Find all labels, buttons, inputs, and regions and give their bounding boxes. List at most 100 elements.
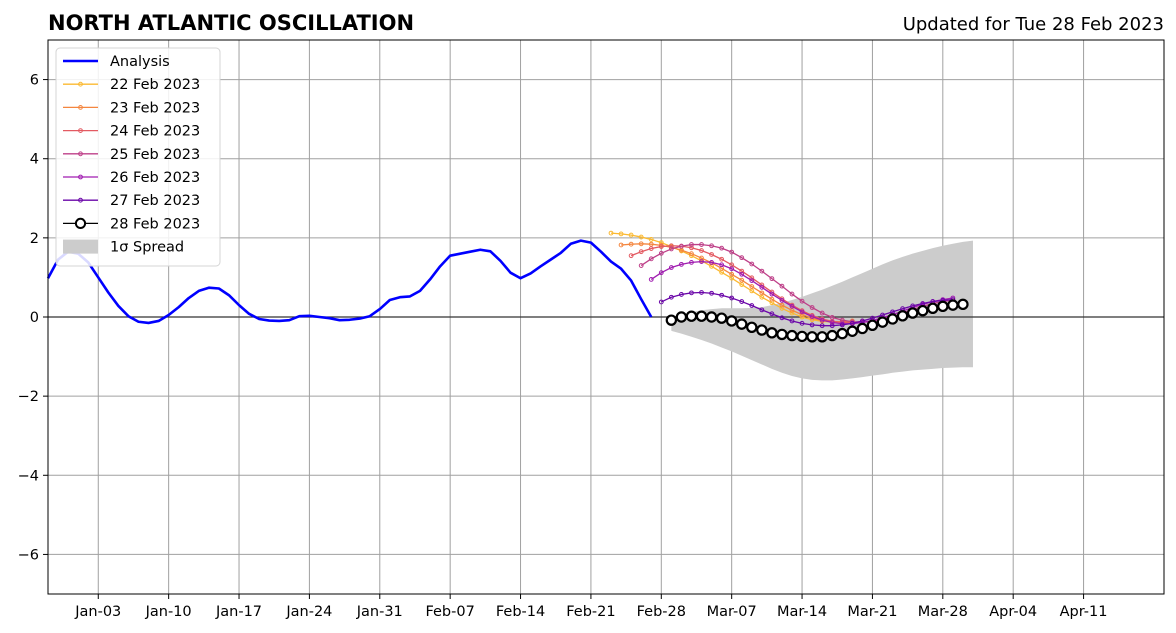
forecast-point	[608, 230, 614, 236]
forecast-point	[739, 277, 745, 283]
forecast-point	[648, 237, 654, 242]
forecast-point	[689, 259, 694, 265]
y-tick-label: −6	[18, 547, 39, 563]
forecast-point	[799, 309, 805, 315]
forecast-point	[729, 266, 735, 272]
forecast-point	[749, 278, 755, 283]
y-tick-label: 6	[30, 73, 39, 89]
forecast-point	[729, 249, 735, 255]
forecast-point	[896, 310, 909, 322]
legend-label: 25 Feb 2023	[110, 147, 200, 163]
forecast-point	[699, 290, 704, 295]
forecast-point	[648, 256, 654, 262]
forecast-point	[739, 271, 745, 277]
forecast-point	[849, 320, 855, 326]
legend-marker	[78, 151, 83, 157]
forecast-point	[648, 277, 654, 282]
forecast-point	[638, 234, 644, 240]
forecast-point	[618, 231, 624, 237]
forecast-point	[668, 246, 674, 252]
forecast-point	[759, 307, 765, 313]
analysis-line	[46, 239, 653, 325]
x-tick-label: Jan-17	[215, 604, 262, 620]
forecast-point	[739, 299, 745, 304]
series-layer	[46, 230, 969, 343]
forecast-point	[705, 311, 718, 323]
forecast-point	[658, 299, 664, 305]
forecast-point	[819, 317, 825, 323]
forecast-point	[937, 300, 949, 313]
x-tick-label: Mar-28	[918, 604, 968, 620]
legend-label: 23 Feb 2023	[110, 100, 200, 116]
y-tick-label: −2	[18, 389, 39, 405]
forecast-point	[829, 320, 835, 325]
legend-marker	[78, 81, 83, 87]
forecast-point	[927, 302, 939, 314]
forecast-point	[668, 294, 674, 300]
forecast-point	[665, 314, 678, 326]
forecast-point	[779, 297, 785, 303]
forecast-point	[856, 322, 869, 335]
forecast-point	[819, 310, 825, 316]
forecast-point	[689, 290, 694, 296]
x-tick-label: Feb-21	[566, 604, 615, 620]
forecast-point	[679, 292, 684, 297]
forecast-point	[809, 305, 815, 310]
x-tick-label: Mar-07	[707, 604, 757, 620]
forecast-point	[756, 324, 768, 336]
forecast-point	[689, 242, 694, 247]
forecast-point	[799, 320, 805, 326]
forecast-point	[628, 253, 634, 259]
forecast-point	[715, 312, 728, 324]
forecast-point	[759, 294, 765, 300]
x-tick-label: Feb-07	[425, 604, 474, 620]
forecast-point	[876, 316, 889, 328]
forecast-point	[769, 291, 775, 297]
forecast-point	[746, 321, 758, 333]
legend-marker	[74, 217, 87, 229]
forecast-point	[789, 303, 795, 309]
forecast-point	[789, 291, 795, 297]
forecast-point	[648, 246, 654, 251]
forecast-point	[736, 318, 748, 330]
forecast-point	[786, 329, 798, 342]
forecast-point	[648, 241, 654, 247]
forecast-point	[638, 241, 644, 247]
x-tick-label: Mar-14	[777, 604, 827, 620]
forecast-point	[689, 245, 694, 251]
legend-label: 1σ Spread	[110, 240, 184, 256]
forecast-point	[658, 244, 664, 249]
forecast-point	[866, 319, 879, 332]
forecast-point	[719, 245, 725, 251]
forecast-point	[709, 259, 714, 265]
x-tick-label: Feb-28	[637, 604, 686, 620]
legend-swatch	[63, 239, 98, 254]
forecast-point	[769, 296, 775, 302]
x-tick-label: Feb-14	[496, 604, 545, 620]
forecast-point	[658, 250, 664, 256]
x-tick-label: Apr-11	[1060, 604, 1108, 620]
forecast-point	[709, 290, 714, 296]
forecast-point	[699, 248, 704, 253]
forecast-point	[947, 299, 959, 311]
forecast-point	[886, 313, 899, 325]
legend-box	[55, 47, 221, 267]
forecast-point	[638, 263, 644, 268]
forecast-point	[776, 328, 788, 341]
y-tick-label: 2	[30, 231, 39, 247]
legend-label: 26 Feb 2023	[110, 170, 200, 186]
forecast-point	[679, 261, 684, 267]
forecast-point	[618, 242, 624, 248]
forecast-point	[836, 327, 848, 340]
forecast-point	[789, 318, 795, 324]
forecast-point	[628, 241, 634, 247]
forecast-point	[668, 265, 674, 270]
legend-label: 22 Feb 2023	[110, 77, 200, 93]
y-tick-label: 4	[30, 152, 39, 168]
forecast-point	[809, 322, 815, 328]
legend-marker	[78, 128, 83, 134]
forecast-point	[759, 268, 765, 274]
x-tick-label: Jan-03	[74, 604, 121, 620]
forecast-point	[739, 255, 745, 261]
forecast-point	[749, 288, 755, 294]
